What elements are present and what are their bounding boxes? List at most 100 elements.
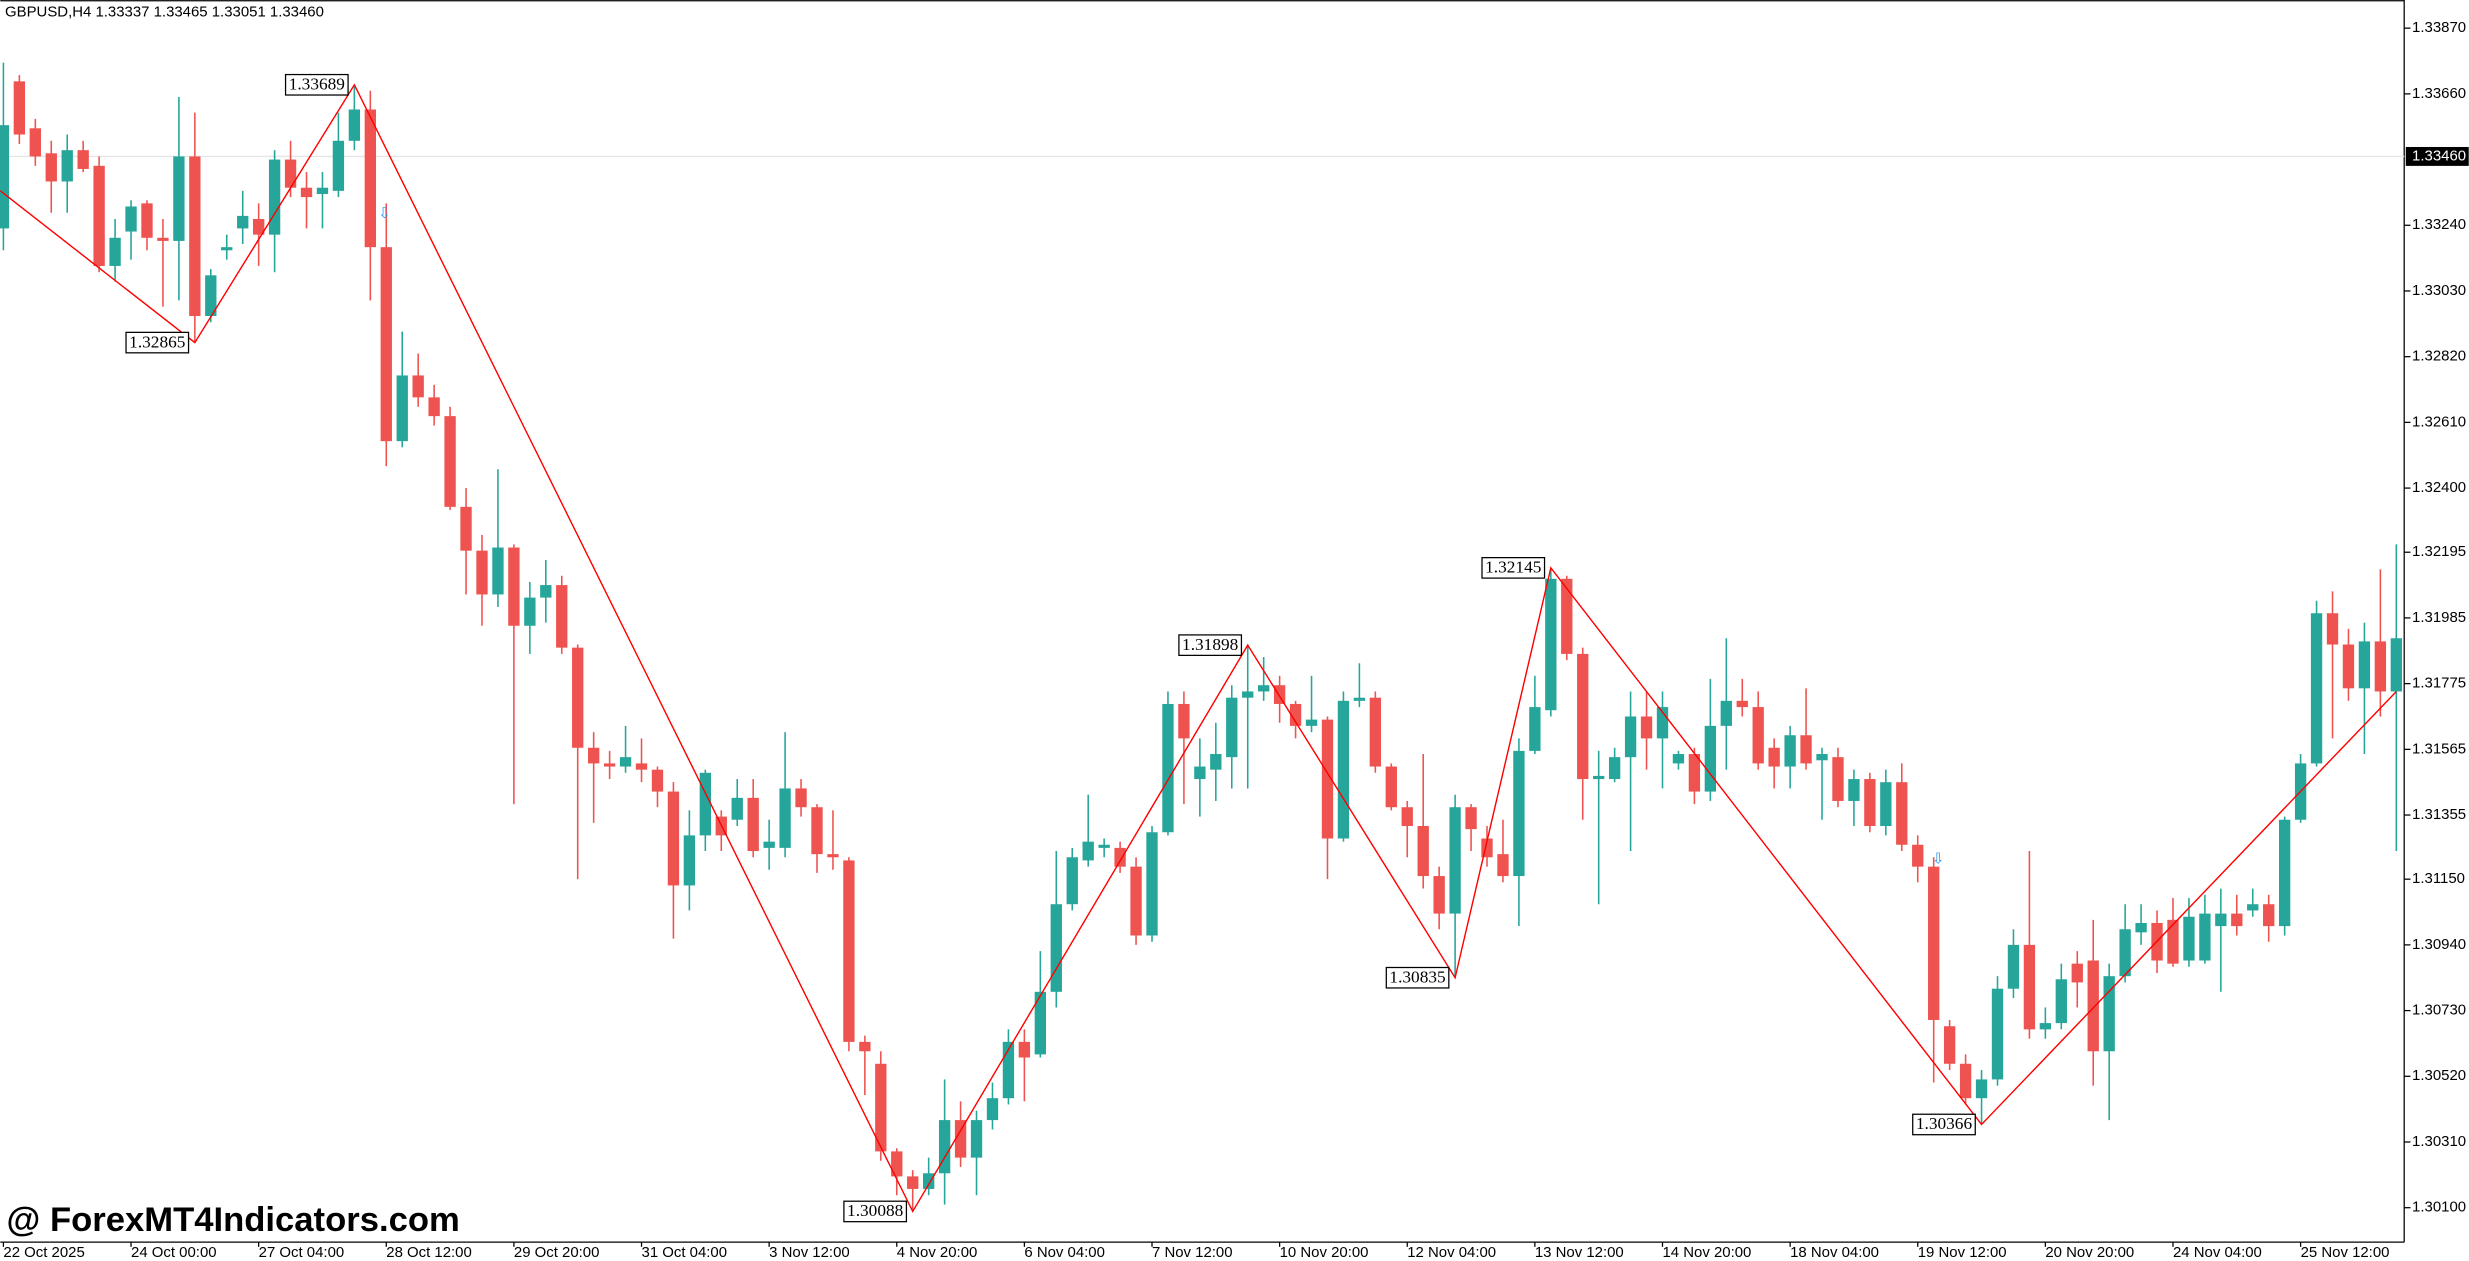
candle-body [380, 247, 392, 442]
y-tick-label: 1.33660 [2412, 85, 2466, 102]
candle-body [875, 1063, 887, 1152]
candle-body [1481, 838, 1493, 858]
candle-body [316, 187, 329, 194]
candle-body [2310, 613, 2323, 764]
x-tick-label: 10 Nov 20:00 [1280, 1244, 1369, 1261]
candle-body [1864, 779, 1876, 826]
x-tick-label: 13 Nov 12:00 [1535, 1244, 1624, 1261]
candle-body [1353, 697, 1366, 701]
candle-body [396, 375, 408, 442]
candle-body [1242, 691, 1254, 698]
x-tick-label: 4 Nov 20:00 [897, 1244, 978, 1261]
candle-body [1226, 697, 1238, 758]
candle-body [747, 797, 759, 852]
zigzag-label-box [1385, 966, 1450, 989]
candle-body [1401, 807, 1413, 826]
y-tick-label: 1.32610 [2412, 413, 2466, 430]
candle-body [2358, 641, 2371, 689]
zigzag-label-box [1178, 634, 1243, 657]
candle-body [1369, 697, 1382, 767]
x-tick-label: 22 Oct 2025 [3, 1244, 84, 1261]
candle-body [2071, 963, 2083, 983]
candle-body [635, 763, 648, 770]
candle-body [45, 153, 57, 182]
candle-body [1433, 876, 1445, 914]
x-tick-label: 27 Oct 04:00 [259, 1244, 345, 1261]
x-tick-label: 3 Nov 12:00 [769, 1244, 850, 1261]
candle-body [1752, 707, 1764, 764]
candle-body [2135, 922, 2147, 933]
candle-body [986, 1098, 999, 1121]
candle-body [1337, 700, 1350, 839]
y-tick-label: 1.30940 [2412, 936, 2466, 953]
candle-body [2167, 919, 2179, 964]
candle-body [556, 585, 568, 648]
candle-body [1561, 578, 1573, 654]
zigzag-label-box [1481, 557, 1546, 579]
candle-body [2326, 613, 2339, 645]
candle-body [2374, 641, 2387, 692]
y-tick-label: 1.32400 [2412, 479, 2466, 496]
candle-body [476, 550, 488, 595]
candle-body [0, 125, 10, 229]
candle-body [1896, 782, 1908, 845]
candle-body [125, 206, 137, 232]
candle-body [1800, 735, 1812, 764]
current-price-label: 1.33460 [2412, 147, 2466, 164]
candle-body [29, 128, 41, 157]
zigzag-label-box [843, 1200, 908, 1223]
candle-body [412, 375, 424, 398]
candle-body [954, 1120, 967, 1158]
candle-body [252, 219, 265, 235]
candle-body [109, 237, 121, 266]
candle-body [1704, 725, 1717, 792]
zigzag-label-box [284, 73, 349, 96]
candle-body [93, 165, 105, 266]
candle-body [1816, 754, 1828, 761]
candle-body [364, 109, 376, 248]
candle-body [13, 81, 26, 135]
candle-body [1273, 685, 1286, 704]
candle-body [524, 597, 536, 626]
candle-body [1880, 782, 1892, 826]
candle-body [891, 1151, 903, 1177]
y-tick-label: 1.32195 [2412, 543, 2466, 560]
candle-body [1210, 754, 1222, 770]
candle-body [1178, 703, 1190, 739]
candle-body [1593, 775, 1605, 780]
candle-body [1736, 700, 1748, 708]
candle-body [332, 140, 345, 191]
candle-body [1194, 766, 1206, 780]
candle-body [205, 275, 217, 317]
candle-body [428, 397, 440, 417]
candle-body [2231, 913, 2243, 927]
zigzag-label: 1.33689 [289, 75, 345, 94]
candle-body [189, 156, 201, 317]
zigzag-label: 1.32145 [1485, 558, 1541, 577]
candle-body [1848, 779, 1860, 801]
candle-body [827, 854, 839, 858]
candle-body [907, 1176, 919, 1189]
candle-body [2103, 976, 2115, 1052]
signal-arrow: ⇩ [378, 205, 391, 222]
candle-body [2247, 904, 2259, 911]
candle-body [1768, 747, 1780, 767]
candle-body [173, 156, 185, 241]
candle-body [970, 1120, 983, 1158]
y-tick-label: 1.31775 [2412, 675, 2466, 692]
x-tick-label: 20 Nov 20:00 [2045, 1244, 2134, 1261]
candle-body [1720, 700, 1732, 726]
candle-body [2055, 979, 2067, 1024]
x-tick-label: 29 Oct 20:00 [514, 1244, 600, 1261]
candle-body [1991, 988, 2004, 1080]
x-tick-label: 6 Nov 04:00 [1024, 1244, 1105, 1261]
candle-body [2087, 960, 2099, 1052]
candle-body [2039, 1023, 2052, 1030]
y-tick-label: 1.31985 [2412, 609, 2466, 626]
candle-body [1608, 757, 1621, 780]
candle-body [843, 860, 855, 1042]
y-tick-label: 1.31565 [2412, 740, 2466, 757]
zigzag-label: 1.30366 [1916, 1114, 1973, 1133]
